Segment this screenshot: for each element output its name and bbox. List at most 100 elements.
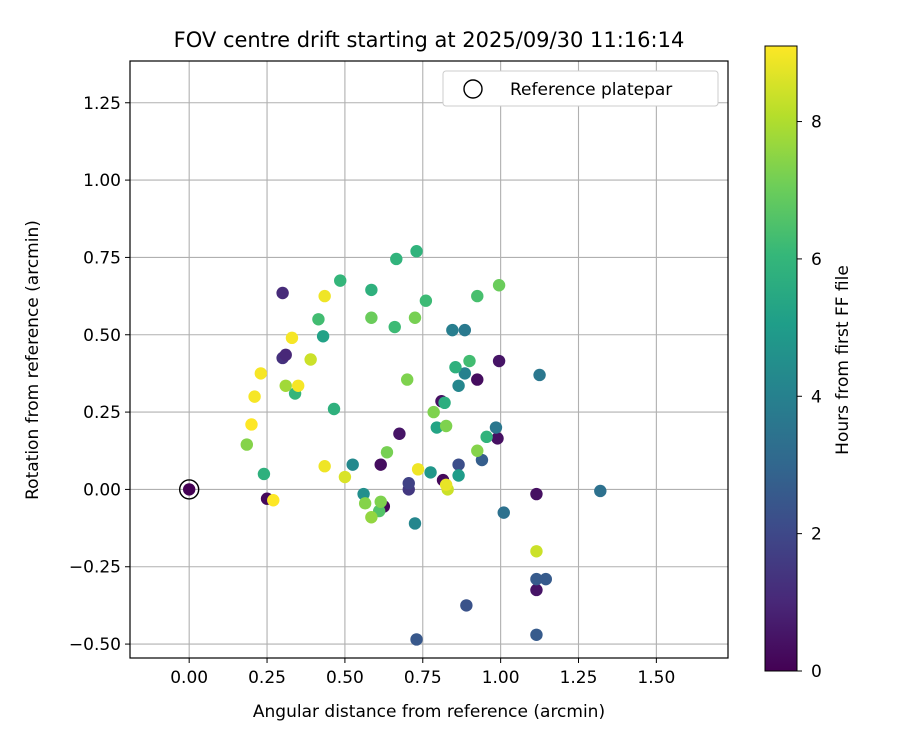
chart-title: FOV centre drift starting at 2025/09/30 … bbox=[174, 28, 685, 52]
data-point bbox=[245, 418, 258, 431]
x-axis-label: Angular distance from reference (arcmin) bbox=[253, 702, 605, 722]
data-point bbox=[318, 289, 331, 303]
data-point bbox=[257, 467, 271, 481]
data-point bbox=[463, 354, 476, 368]
data-point bbox=[374, 495, 387, 508]
reference-marker-group bbox=[178, 479, 200, 500]
data-point bbox=[430, 421, 443, 434]
data-point bbox=[475, 453, 489, 467]
data-point bbox=[471, 373, 484, 386]
data-point bbox=[427, 405, 440, 419]
data-point bbox=[254, 367, 268, 380]
data-point bbox=[402, 477, 415, 490]
data-point bbox=[491, 432, 504, 445]
data-point bbox=[446, 323, 459, 337]
data-point bbox=[279, 348, 292, 362]
y-axis-ticks: −0.50 −0.25 0.00 0.25 0.50 0.75 1.00 1.25 bbox=[69, 94, 130, 655]
plot-frame bbox=[129, 60, 729, 659]
y-tick-label: 0.25 bbox=[83, 403, 121, 423]
data-point bbox=[358, 497, 372, 510]
data-point bbox=[390, 252, 403, 266]
data-point bbox=[452, 458, 465, 471]
data-point bbox=[304, 353, 317, 366]
data-point bbox=[357, 487, 370, 501]
x-tick-label: 0.50 bbox=[326, 668, 364, 688]
x-axis-ticks: 0.00 0.25 0.50 0.75 1.00 1.25 1.50 bbox=[170, 658, 675, 688]
colorbar-tick-label: 4 bbox=[811, 387, 822, 407]
colorbar-tick-label: 6 bbox=[811, 250, 822, 270]
x-tick-label: 1.25 bbox=[560, 668, 598, 688]
data-point bbox=[312, 313, 325, 326]
data-point bbox=[492, 354, 506, 368]
colorbar-label: Hours from first FF file bbox=[833, 265, 853, 455]
data-point bbox=[471, 289, 484, 303]
data-point bbox=[276, 286, 289, 300]
data-point bbox=[327, 402, 341, 416]
data-point bbox=[291, 379, 305, 392]
data-point bbox=[365, 511, 378, 524]
data-point bbox=[452, 469, 465, 482]
data-point bbox=[530, 628, 543, 642]
x-tick-label: 0.25 bbox=[248, 668, 286, 688]
data-point bbox=[439, 419, 453, 433]
data-point bbox=[492, 279, 506, 292]
data-point bbox=[365, 311, 378, 324]
data-point bbox=[530, 583, 543, 597]
y-tick-label: 0.50 bbox=[83, 326, 121, 346]
data-point bbox=[439, 478, 453, 491]
data-point bbox=[533, 368, 546, 382]
data-point bbox=[458, 323, 472, 337]
data-point bbox=[393, 427, 406, 440]
data-point bbox=[471, 444, 484, 457]
x-tick-label: 0.00 bbox=[170, 668, 208, 688]
data-point bbox=[380, 446, 394, 459]
colorbar-ticks: 0 2 4 6 8 bbox=[797, 113, 822, 682]
data-point bbox=[374, 458, 387, 471]
data-point bbox=[497, 506, 510, 519]
x-gridlines bbox=[188, 61, 657, 658]
legend-marker bbox=[463, 79, 483, 99]
data-point bbox=[424, 466, 437, 479]
data-point bbox=[279, 379, 292, 392]
y-gridlines bbox=[130, 102, 728, 645]
data-point bbox=[411, 463, 425, 476]
legend-box bbox=[442, 70, 719, 107]
data-point bbox=[410, 245, 423, 258]
data-point bbox=[267, 494, 280, 507]
data-point bbox=[400, 373, 414, 386]
data-point bbox=[240, 438, 253, 451]
colorbar-tick-label: 2 bbox=[811, 525, 822, 545]
y-tick-label: −0.25 bbox=[69, 558, 121, 578]
x-tick-label: 1.50 bbox=[637, 668, 675, 688]
data-point bbox=[530, 487, 543, 501]
data-point bbox=[410, 633, 423, 646]
data-point bbox=[530, 545, 543, 558]
colorbar-tick-label: 0 bbox=[811, 662, 822, 682]
data-point bbox=[594, 484, 607, 498]
legend-label: Reference platepar bbox=[510, 80, 672, 100]
scatter-points bbox=[182, 245, 607, 646]
y-tick-label: 1.00 bbox=[83, 171, 121, 191]
data-point bbox=[408, 517, 422, 530]
legend: Reference platepar bbox=[442, 70, 719, 107]
y-tick-label: 0.00 bbox=[83, 480, 121, 500]
data-point bbox=[438, 396, 451, 410]
data-point bbox=[334, 274, 347, 287]
data-point bbox=[365, 283, 378, 297]
data-point bbox=[316, 330, 330, 343]
colorbar-tick-label: 8 bbox=[811, 113, 822, 133]
data-point bbox=[539, 572, 552, 586]
y-tick-label: −0.50 bbox=[69, 635, 121, 655]
reference-platepar-marker bbox=[178, 479, 200, 500]
y-axis-label: Rotation from reference (arcmin) bbox=[23, 220, 43, 500]
data-point bbox=[449, 361, 462, 374]
data-point bbox=[408, 311, 422, 324]
data-point bbox=[346, 458, 359, 471]
data-point bbox=[338, 470, 352, 484]
data-point bbox=[480, 430, 493, 444]
data-point bbox=[489, 421, 503, 434]
y-tick-label: 0.75 bbox=[83, 248, 121, 268]
colorbar bbox=[764, 45, 798, 672]
data-point bbox=[285, 331, 299, 345]
